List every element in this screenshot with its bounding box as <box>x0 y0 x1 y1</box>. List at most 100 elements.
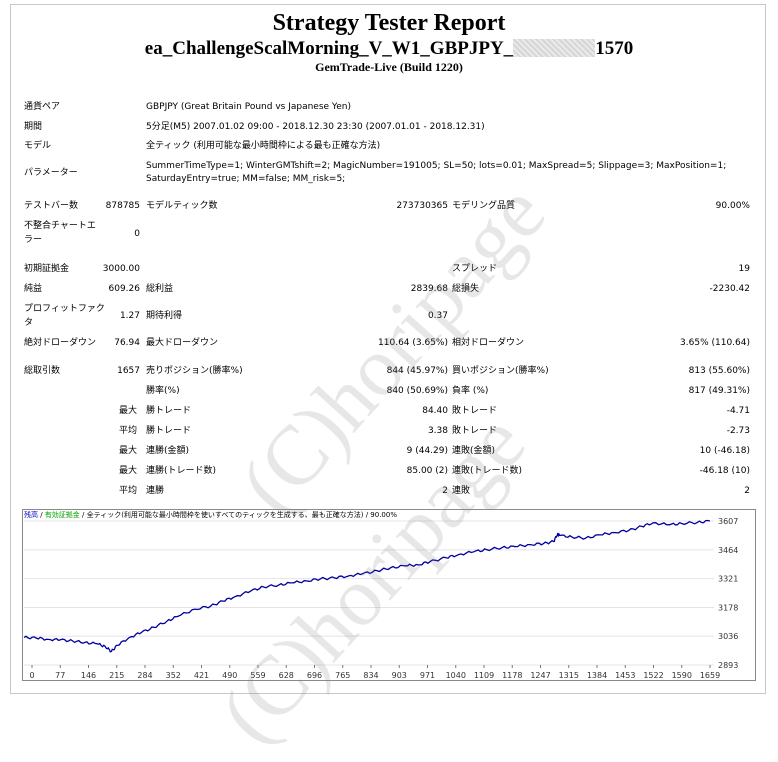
x-tick-label: 490 <box>222 671 237 680</box>
symbol-value: GBPJPY (Great Britain Pound vs Japanese … <box>146 102 351 112</box>
mismatch-label-2: ラー <box>24 235 43 245</box>
total-trades-label: 総取引数 <box>24 366 61 376</box>
x-tick-label: 628 <box>279 671 294 680</box>
bars-value: 878785 <box>105 201 140 211</box>
max-cons-losses-value: 10 (-46.18) <box>699 446 750 456</box>
x-tick-label: 421 <box>194 671 209 680</box>
max-cons-loss-value: -46.18 (10) <box>699 466 750 476</box>
x-tick-label: 1453 <box>615 671 635 680</box>
net-profit-label: 純益 <box>24 284 43 294</box>
avg-cons-losses-value: 2 <box>744 486 750 496</box>
ticks-label: モデルティック数 <box>146 201 218 211</box>
period-label: 期間 <box>24 122 43 132</box>
legend-equity: 有効証拠金 <box>44 511 80 519</box>
max-drawdown-label: 最大ドローダウン <box>146 338 219 348</box>
short-positions-label: 売りポジション(勝率%) <box>146 366 243 376</box>
x-tick-label: 834 <box>363 671 378 680</box>
max-cons-wins-value: 9 (44.29) <box>406 446 448 456</box>
x-tick-label: 1109 <box>474 671 494 680</box>
gross-profit-label: 総利益 <box>146 284 174 294</box>
x-tick-label: 903 <box>392 671 407 680</box>
params-label: パラメーター <box>24 168 78 178</box>
spread-value: 19 <box>738 264 750 274</box>
ticks-value: 273730365 <box>396 201 448 211</box>
x-tick-label: 1247 <box>530 671 550 680</box>
loss-rate-value: 817 (49.31%) <box>688 386 750 396</box>
gross-loss-label: 総損失 <box>452 284 480 294</box>
bars-label: テストバー数 <box>24 201 79 211</box>
x-tick-label: 1590 <box>672 671 692 680</box>
chart-legend: 残高 / 有効証拠金 / 全ティック(利用可能な最小時間枠を使いすべてのティック… <box>24 510 397 520</box>
profit-factor-label-2: タ <box>24 318 34 328</box>
avg-cons-label: 平均 <box>119 486 138 496</box>
ea-name-suffix: 1570 <box>595 38 634 59</box>
x-tick-label: 1040 <box>446 671 466 680</box>
avg-win-label: 勝トレード <box>146 426 192 436</box>
y-tick-label: 3464 <box>718 546 738 555</box>
params-line-2: SaturdayEntry=true; MM=false; MM_risk=5; <box>146 174 346 184</box>
net-profit-value: 609.26 <box>108 284 141 294</box>
short-positions-value: 844 (45.97%) <box>386 366 448 376</box>
avg-cons-losses-label: 連敗 <box>452 486 471 496</box>
balance-chart: 3607 3464 3321 3178 3036 2893 0 77 146 215 284 352… <box>22 509 756 681</box>
rel-drawdown-label: 相対ドローダウン <box>452 338 525 348</box>
max-cons-profit-label: 連勝(トレード数) <box>146 466 217 476</box>
mismatch-value: 0 <box>134 229 140 239</box>
max-cons-profit-value: 85.00 (2) <box>406 466 448 476</box>
y-tick-label: 3178 <box>718 604 738 613</box>
max-cons-loss-label: 連敗(トレード数) <box>452 466 523 476</box>
largest-loss-value: -4.71 <box>726 406 750 416</box>
largest-win-label: 勝トレード <box>146 406 192 416</box>
mismatch-label-1: 不整合チャートエ <box>24 221 96 231</box>
average-label: 平均 <box>119 426 138 436</box>
avg-cons-wins-label: 連勝 <box>146 486 165 496</box>
x-tick-label: 696 <box>307 671 322 680</box>
gross-loss-value: -2230.42 <box>709 284 750 294</box>
rel-drawdown-value: 3.65% (110.64) <box>680 338 750 348</box>
period-value: 5分足(M5) 2007.01.02 09:00 - 2018.12.30 23… <box>146 122 485 132</box>
x-tick-label: 352 <box>166 671 181 680</box>
profit-factor-value: 1.27 <box>119 311 140 321</box>
legend-separator-2: / <box>79 511 87 519</box>
largest-loss-label: 敗トレード <box>452 406 498 416</box>
profit-factor-label-1: プロフィットファク <box>24 304 105 314</box>
x-tick-label: 765 <box>335 671 350 680</box>
y-tick-label: 3607 <box>718 517 738 526</box>
ea-name-prefix: ea_ChallengeScalMorning_V_W1_GBPJPY_ <box>144 38 514 59</box>
build-info: GemTrade-Live (Build 1220) <box>315 60 463 74</box>
x-tick-label: 284 <box>137 671 152 680</box>
avg-loss-label: 敗トレード <box>452 426 498 436</box>
x-tick-label: 971 <box>420 671 435 680</box>
report-title: Strategy Tester Report <box>272 10 506 36</box>
abs-drawdown-value: 76.94 <box>114 338 140 348</box>
quality-label: モデリング品質 <box>452 201 516 211</box>
y-tick-label: 3321 <box>718 575 738 584</box>
chart-border <box>22 509 756 681</box>
long-positions-label: 買いポジション(勝率%) <box>452 366 549 376</box>
deposit-value: 3000.00 <box>102 264 140 274</box>
symbol-label: 通貨ペア <box>24 102 61 112</box>
long-positions-value: 813 (55.60%) <box>688 366 750 376</box>
win-rate-value: 840 (50.69%) <box>386 386 448 396</box>
expected-payoff-label: 期待利得 <box>146 311 183 321</box>
largest-win-value: 84.40 <box>422 406 448 416</box>
avg-win-value: 3.38 <box>427 426 448 436</box>
y-tick-label: 3036 <box>718 632 738 641</box>
loss-rate-label: 負率 (%) <box>452 386 489 396</box>
x-tick-label: 146 <box>81 671 96 680</box>
avg-loss-value: -2.73 <box>726 426 750 436</box>
balance-line <box>23 519 711 653</box>
ea-name: ea_ChallengeScalMorning_V_W1_GBPJPY_ 1570 <box>0 38 778 60</box>
win-rate-label: 勝率(%) <box>146 386 180 396</box>
legend-model: 全ティック(利用可能な最小時間枠を使いすべてのティックを生成する、最も正確な方法… <box>86 511 397 519</box>
gross-profit-value: 2839.68 <box>410 284 448 294</box>
params-line-1: SummerTimeType=1; WinterGMTshift=2; Magi… <box>146 161 727 171</box>
max-drawdown-value: 110.64 (3.65%) <box>378 338 448 348</box>
x-tick-label: 559 <box>250 671 265 680</box>
model-value: 全ティック (利用可能な最小時間枠による最も正確な方法) <box>146 141 381 151</box>
legend-separator-1: / <box>38 511 45 519</box>
x-tick-label: 1522 <box>643 671 663 680</box>
total-trades-value: 1657 <box>117 366 140 376</box>
x-tick-label: 77 <box>55 671 65 680</box>
report-frame <box>10 4 766 694</box>
